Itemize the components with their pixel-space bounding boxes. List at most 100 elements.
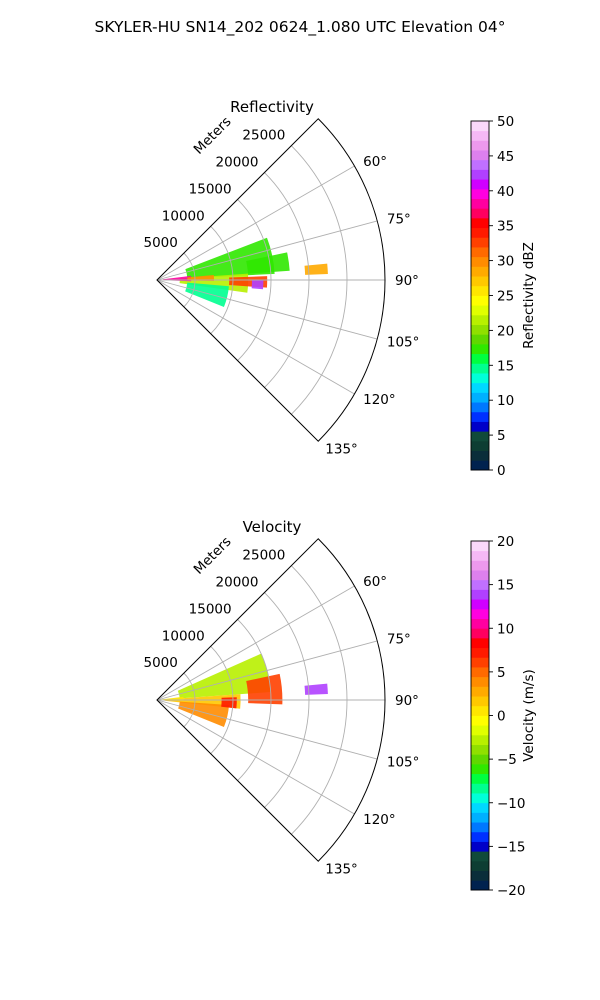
theta-gridline-4 bbox=[156, 279, 355, 395]
theta-tick-label-0: 60° bbox=[363, 574, 387, 590]
theta-gridline-0 bbox=[156, 585, 355, 701]
theta-tick-label-1: 75° bbox=[387, 211, 411, 227]
velocity-colorbar: −20 −15 −10 −5 0 5 10 15 20 Velocity (m/s) bbox=[470, 534, 537, 899]
echo-region-6 bbox=[304, 683, 328, 695]
reflectivity-colorbar: 0 5 10 15 20 25 30 35 40 45 50 Reflectivity dBZ bbox=[470, 114, 537, 479]
colorbar-segment-21 bbox=[471, 676, 489, 687]
colorbar-segment-11 bbox=[471, 353, 489, 364]
colorbar-segment-25 bbox=[471, 217, 489, 229]
theta-tick-label-3: 105° bbox=[387, 335, 420, 351]
colorbar-tick-label-0: −20 bbox=[497, 883, 526, 899]
echo-region-6 bbox=[251, 280, 264, 290]
colorbar-tick-label-8: 40 bbox=[497, 184, 514, 200]
colorbar-segment-7 bbox=[471, 392, 489, 403]
colorbar-tick-label-3: −5 bbox=[497, 752, 517, 768]
colorbar-segment-35 bbox=[471, 541, 489, 552]
colorbar-segment-20 bbox=[471, 266, 489, 277]
colorbar-segment-24 bbox=[471, 647, 489, 658]
velocity-title: Velocity bbox=[243, 518, 302, 536]
colorbar-segment-10 bbox=[471, 783, 489, 794]
theta-gridline-1 bbox=[156, 220, 378, 281]
colorbar-segment-2 bbox=[471, 440, 489, 452]
colorbar-segment-19 bbox=[471, 696, 489, 707]
colorbar-segment-28 bbox=[471, 608, 489, 619]
colorbar-segment-34 bbox=[471, 130, 489, 141]
echo-region-3 bbox=[246, 673, 283, 705]
theta-tick-label-5: 135° bbox=[325, 441, 358, 457]
reflectivity-panel: Reflectivity 5000 10000 15000 20000 25000 Met… bbox=[144, 98, 537, 479]
polar-frame bbox=[156, 118, 386, 442]
colorbar-segment-13 bbox=[471, 754, 489, 765]
colorbar-tick-label-2: 10 bbox=[497, 393, 514, 409]
colorbar-segment-5 bbox=[471, 831, 489, 842]
polar-frame bbox=[156, 538, 386, 862]
colorbar-segment-29 bbox=[471, 599, 489, 610]
colorbar-tick-label-1: −15 bbox=[497, 839, 526, 855]
colorbar-segment-4 bbox=[471, 841, 489, 852]
echo-region-7 bbox=[187, 275, 214, 281]
colorbar-segment-32 bbox=[471, 570, 489, 581]
r-axis-label: Meters bbox=[191, 534, 235, 578]
colorbar-segment-6 bbox=[471, 402, 489, 413]
r-tick-label-4: 25000 bbox=[242, 548, 285, 564]
figure-title: SKYLER-HU SN14_202 0624_1.080 UTC Elevat… bbox=[95, 18, 506, 37]
theta-tick-label-4: 120° bbox=[363, 812, 396, 828]
colorbar-segment-28 bbox=[471, 188, 489, 199]
colorbar-segment-10 bbox=[471, 363, 489, 374]
reflectivity-title: Reflectivity bbox=[230, 98, 314, 116]
colorbar-segment-8 bbox=[471, 802, 489, 813]
echo-region-3 bbox=[246, 252, 290, 274]
colorbar-tick-label-9: 45 bbox=[497, 149, 514, 165]
colorbar-segment-14 bbox=[471, 324, 489, 335]
colorbar-segment-18 bbox=[471, 705, 489, 716]
theta-tick-label-2: 90° bbox=[395, 273, 419, 289]
colorbar-segment-27 bbox=[471, 198, 489, 209]
theta-tick-label-0: 60° bbox=[363, 154, 387, 170]
echo-region-2 bbox=[185, 282, 229, 308]
colorbar-segment-11 bbox=[471, 773, 489, 784]
colorbar-label: Velocity (m/s) bbox=[521, 669, 537, 762]
colorbar-tick-label-8: 20 bbox=[497, 534, 514, 550]
colorbar-segment-16 bbox=[471, 305, 489, 316]
r-tick-label-2: 15000 bbox=[189, 181, 232, 197]
theta-tick-label-3: 105° bbox=[387, 755, 420, 771]
theta-gridline-4 bbox=[156, 699, 355, 815]
colorbar-segment-8 bbox=[471, 382, 489, 393]
r-tick-label-1: 10000 bbox=[162, 208, 205, 224]
colorbar-tick-label-2: −10 bbox=[497, 796, 526, 812]
colorbar-segment-33 bbox=[471, 560, 489, 571]
colorbar-segment-1 bbox=[471, 450, 489, 461]
theta-gridline-3 bbox=[156, 699, 378, 760]
colorbar-tick-label-0: 0 bbox=[497, 463, 506, 479]
colorbar-segment-30 bbox=[471, 169, 489, 180]
echo-region-5 bbox=[221, 697, 237, 709]
colorbar-segment-31 bbox=[471, 159, 489, 170]
colorbar-segment-3 bbox=[471, 851, 489, 862]
r-axis-label: Meters bbox=[191, 114, 235, 158]
colorbar-tick-label-5: 25 bbox=[497, 289, 514, 305]
colorbar-segment-5 bbox=[471, 411, 489, 422]
theta-gridline-3 bbox=[156, 279, 378, 340]
colorbar-segment-26 bbox=[471, 628, 489, 639]
colorbar-segment-6 bbox=[471, 822, 489, 833]
colorbar-segment-30 bbox=[471, 589, 489, 600]
colorbar-segment-13 bbox=[471, 334, 489, 345]
reflectivity-polar-axes: 5000 10000 15000 20000 25000 Meters 60° 75° 90° 1… bbox=[144, 114, 420, 457]
colorbar-segment-34 bbox=[471, 550, 489, 561]
colorbar-segment-33 bbox=[471, 140, 489, 151]
colorbar-segment-31 bbox=[471, 579, 489, 590]
velocity-polar-axes: 5000 10000 15000 20000 25000 Meters 60° 75° 90° 1… bbox=[144, 534, 420, 877]
colorbar-segment-19 bbox=[471, 276, 489, 287]
colorbar-segment-17 bbox=[471, 715, 489, 726]
theta-tick-label-4: 120° bbox=[363, 392, 396, 408]
theta-gridline-0 bbox=[156, 165, 355, 281]
echo-region-2 bbox=[178, 701, 230, 728]
colorbar-segment-9 bbox=[471, 793, 489, 804]
colorbar-tick-label-10: 50 bbox=[497, 114, 514, 130]
theta-tick-label-5: 135° bbox=[325, 861, 358, 877]
colorbar-segment-23 bbox=[471, 657, 489, 668]
colorbar-segment-25 bbox=[471, 637, 489, 649]
colorbar-segment-7 bbox=[471, 812, 489, 823]
r-tick-label-3: 20000 bbox=[216, 155, 259, 171]
